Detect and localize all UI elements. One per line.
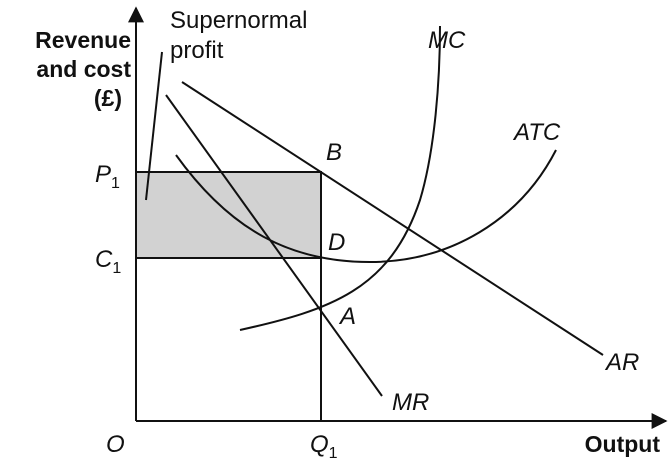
point-label: D <box>328 229 345 256</box>
profit-area <box>135 171 322 259</box>
q1-letter: Q <box>310 431 329 458</box>
p1-label: P1 <box>95 161 120 192</box>
mc-label: MC <box>428 27 466 54</box>
y-axis-label: Revenue <box>35 27 131 53</box>
annotation-pointer <box>145 51 163 201</box>
point-label: A <box>338 303 356 330</box>
mr-curve <box>165 94 383 397</box>
ar-label: AR <box>604 349 639 376</box>
c1-letter: C <box>95 246 113 273</box>
annotation-text: profit <box>170 37 224 64</box>
mr-label: MR <box>392 389 429 416</box>
p1-subscript: 1 <box>111 175 120 192</box>
y-axis-label: (£) <box>94 85 122 111</box>
atc-label: ATC <box>512 119 561 146</box>
atc-curve <box>175 149 557 264</box>
p1-letter: P <box>95 161 111 188</box>
q1-label: Q1 <box>310 431 338 459</box>
x-axis-label: Output <box>585 431 661 457</box>
ar-curve <box>181 81 604 356</box>
q1-subscript: 1 <box>329 445 338 459</box>
mc-curve <box>239 25 441 331</box>
origin-label: O <box>106 431 125 458</box>
y-axis-label: and cost <box>36 56 131 82</box>
point-label: B <box>326 139 342 166</box>
c1-label: C1 <box>95 246 121 277</box>
c1-subscript: 1 <box>112 260 121 277</box>
annotation-text: Supernormal <box>170 7 307 34</box>
